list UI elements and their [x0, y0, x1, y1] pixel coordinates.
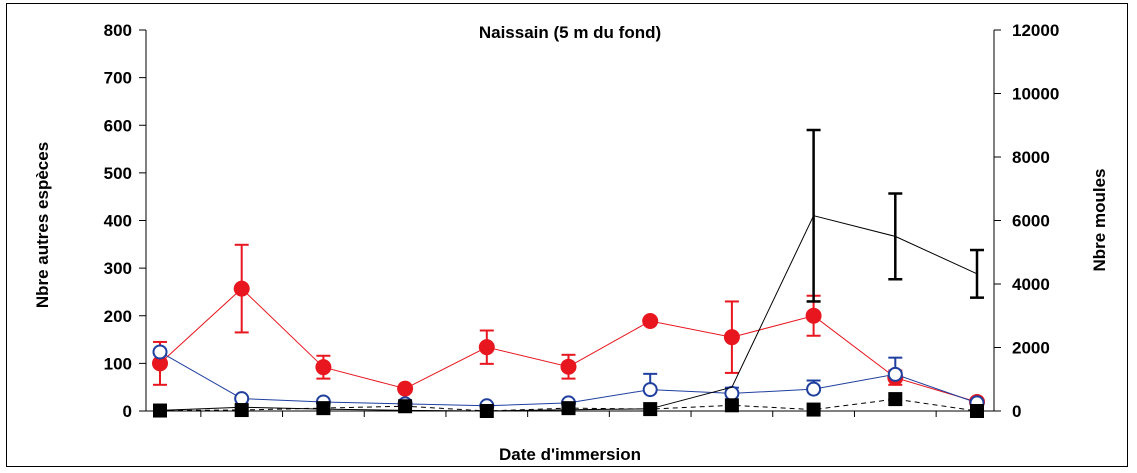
- data-point: [642, 382, 658, 398]
- left-tick-label: 700: [104, 69, 132, 88]
- right-tick-label: 2000: [1012, 339, 1050, 358]
- left-tick-label: 600: [104, 116, 132, 135]
- data-point: [560, 358, 577, 375]
- data-point: [724, 398, 739, 413]
- data-point: [233, 280, 250, 297]
- data-point: [478, 339, 495, 356]
- data-point: [805, 307, 822, 324]
- left-tick-label: 500: [104, 164, 132, 183]
- data-point: [723, 329, 740, 346]
- right-tick-label: 0: [1012, 402, 1021, 421]
- left-tick-label: 800: [104, 21, 132, 40]
- data-point: [887, 366, 903, 382]
- left-tick-label: 100: [104, 354, 132, 373]
- series-3: [159, 128, 984, 412]
- data-point: [561, 401, 576, 416]
- series-line: [159, 215, 978, 412]
- data-point: [397, 380, 414, 397]
- left-tick-label: 300: [104, 259, 132, 278]
- data-point: [316, 401, 331, 416]
- data-point: [315, 359, 332, 376]
- data-point: [398, 399, 413, 414]
- series-0: [152, 243, 985, 410]
- data-point: [970, 404, 984, 418]
- right-tick-label: 4000: [1012, 275, 1050, 294]
- data-point: [806, 381, 822, 397]
- left-y-axis-title: Nbre autres espèces: [33, 142, 52, 308]
- series-line: [159, 287, 978, 403]
- left-tick-label: 0: [123, 402, 132, 421]
- left-axis-ticks: 0 100 200 300 400 500 600 700 800: [104, 21, 146, 421]
- right-tick-label: 8000: [1012, 148, 1050, 167]
- data-point: [806, 402, 821, 417]
- right-tick-label: 12000: [1012, 21, 1059, 40]
- data-point: [152, 355, 168, 372]
- right-tick-label: 6000: [1012, 212, 1050, 231]
- right-tick-label: 10000: [1012, 85, 1059, 104]
- chart-frame: [6, 3, 1128, 467]
- left-tick-label: 400: [104, 212, 132, 231]
- data-point: [152, 344, 168, 360]
- data-point: [234, 403, 249, 418]
- series-2: [153, 392, 984, 418]
- x-axis-ticks: [200, 411, 937, 417]
- right-axis-ticks: 0 2000 4000 6000 8000 10000 12000: [994, 21, 1059, 421]
- data-point: [888, 392, 903, 407]
- chart-title: Naissain (5 m du fond): [479, 23, 661, 42]
- right-y-axis-title: Nbre moules: [1090, 169, 1109, 272]
- x-axis-title: Date d'immersion: [499, 445, 641, 464]
- data-point: [642, 312, 659, 329]
- data-point: [153, 403, 167, 418]
- left-tick-label: 200: [104, 307, 132, 326]
- series-layer: [152, 128, 985, 418]
